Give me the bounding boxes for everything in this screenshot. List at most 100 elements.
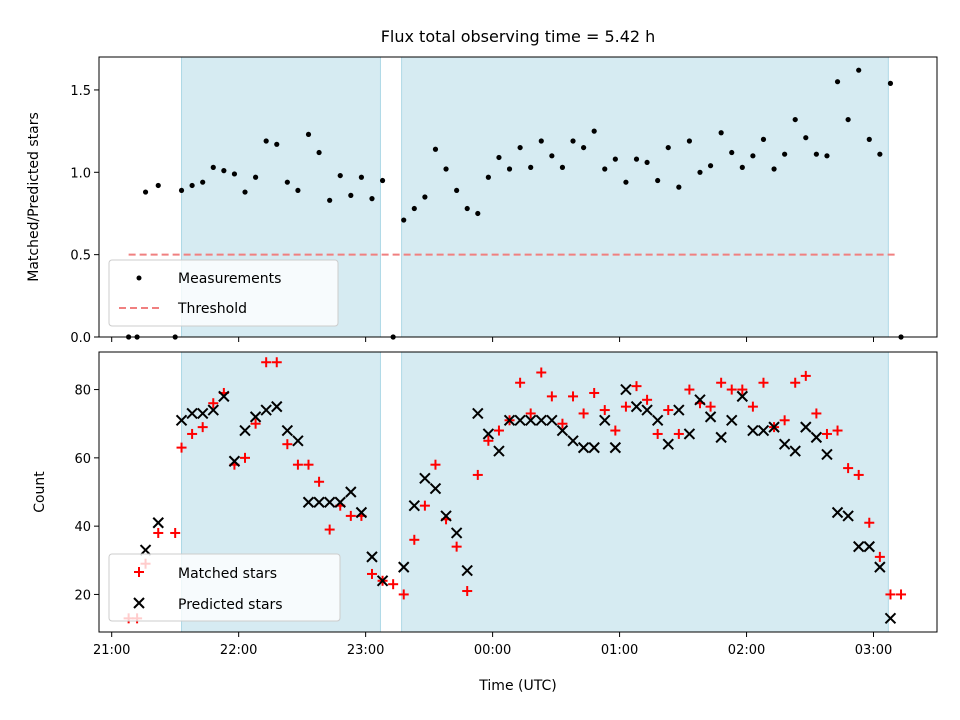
measurement-point: [464, 205, 470, 212]
measurement-point: [866, 136, 872, 142]
y-tick-label: 60: [74, 452, 91, 467]
measurement-point: [887, 80, 894, 86]
predicted-star-point: [450, 527, 463, 539]
predicted-star-point: [546, 414, 558, 426]
measurement-point: [623, 179, 629, 185]
measurement-point: [655, 177, 661, 184]
measurement-point: [263, 138, 269, 144]
matched-star-point: [536, 367, 547, 378]
predicted-star-point: [408, 499, 421, 512]
y-tick-label: 20: [74, 588, 91, 603]
predicted-star-point: [789, 445, 801, 457]
matched-star-point: [409, 534, 420, 545]
measurement-point: [485, 174, 491, 180]
measurement-point: [686, 138, 693, 144]
predicted-star-point: [323, 496, 336, 508]
matched-star-point: [170, 527, 181, 538]
measurement-point: [612, 156, 618, 162]
measurement-point: [591, 128, 597, 134]
predicted-star-point: [260, 404, 272, 416]
predicted-star-point: [493, 445, 505, 457]
predicted-star-point: [482, 428, 495, 440]
matched-star-point: [451, 541, 462, 552]
matched-star-point: [716, 377, 727, 388]
measurement-point: [369, 196, 375, 202]
predicted-star-point: [440, 510, 452, 522]
predicted-star-point: [292, 435, 304, 447]
top-panel: Flux total observing time = 5.42 h 0.00.…: [26, 27, 938, 346]
y-tick-label: 0.0: [70, 331, 91, 346]
measurement-point: [348, 192, 354, 198]
y-tick-label: 1.0: [70, 166, 91, 181]
matched-star-point: [599, 405, 610, 416]
predicted-star-point: [810, 431, 823, 444]
predicted-star-point: [651, 414, 664, 426]
predicted-star-point: [768, 421, 780, 433]
predicted-star-point: [577, 441, 590, 454]
matched-star-point: [874, 551, 885, 562]
measurement-point: [443, 166, 449, 172]
predicted-star-point: [524, 414, 537, 426]
measurement-point: [760, 136, 767, 142]
matched-star-point: [663, 405, 674, 416]
predicted-star-point: [588, 441, 600, 454]
predicted-star-point: [535, 414, 547, 426]
top-axes-frame: [98, 56, 938, 338]
y-tick-label: 1.5: [70, 84, 91, 99]
predicted-star-point: [313, 496, 325, 508]
measurement-point: [327, 197, 333, 203]
predicted-star-point: [683, 428, 696, 440]
measurement-point: [676, 184, 682, 190]
predicted-star-point: [874, 561, 886, 573]
matched-star-point: [853, 469, 864, 480]
matched-star-point: [684, 384, 695, 395]
measurement-point: [528, 164, 534, 170]
matched-star-point: [292, 459, 303, 470]
measurement-point: [284, 179, 290, 185]
measurement-point: [221, 168, 227, 174]
matched-star-point: [314, 476, 325, 487]
predicted-star-point: [821, 448, 833, 461]
matched-star-point: [843, 463, 854, 474]
matched-star-point: [610, 425, 621, 436]
matched-star-point: [652, 428, 663, 439]
legend-marker-predicted-stars: [133, 597, 145, 609]
x-tick-label: 00:00: [474, 643, 511, 658]
matched-star-point: [324, 524, 335, 535]
matched-star-point: [419, 500, 430, 511]
matched-star-point: [821, 428, 832, 439]
measurement-point: [707, 163, 714, 169]
matched-star-point: [430, 459, 441, 470]
top-legend: Measurements Threshold: [108, 259, 339, 327]
measurement-point: [570, 138, 576, 144]
predicted-star-point: [419, 472, 431, 485]
predicted-star-point: [736, 390, 749, 403]
matched-star-point: [568, 391, 579, 402]
matched-star-point: [366, 568, 377, 579]
matched-star-point: [176, 442, 187, 453]
x-tick-label: 02:00: [728, 643, 765, 658]
chart-title: Flux total observing time = 5.42 h: [381, 27, 656, 46]
measurement-point: [824, 153, 830, 159]
predicted-star-point: [207, 404, 219, 416]
matched-star-point: [250, 418, 261, 429]
predicted-star-point: [556, 424, 569, 437]
predicted-star-point: [281, 424, 294, 437]
matched-star-point: [747, 401, 758, 412]
predicted-star-point: [461, 564, 473, 577]
predicted-star-point: [694, 394, 706, 406]
legend-label-matched-stars: Matched stars: [178, 566, 277, 582]
measurement-point: [252, 174, 259, 180]
measurement-point: [316, 149, 322, 156]
measurement-point: [602, 166, 608, 172]
predicted-star-point: [366, 551, 378, 563]
measurement-point: [718, 130, 724, 136]
matched-star-point: [832, 425, 843, 436]
measurement-point: [813, 151, 819, 157]
measurement-point: [633, 156, 640, 162]
measurement-point: [845, 116, 851, 123]
matched-star-point: [631, 381, 642, 392]
measurement-point: [274, 141, 280, 147]
predicted-star-point: [514, 414, 526, 426]
matched-star-point: [790, 377, 801, 388]
